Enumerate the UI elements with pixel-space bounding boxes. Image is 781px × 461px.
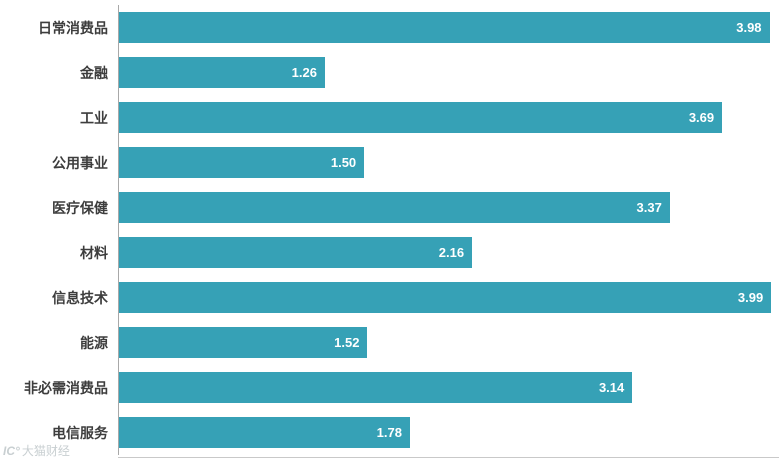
bar: 2.16: [119, 237, 473, 268]
category-label: 医疗保健: [52, 199, 108, 216]
bar-value-label: 3.69: [688, 110, 715, 125]
watermark-text: 大猫财经: [21, 444, 70, 458]
bar-row: 非必需消费品 3.14: [0, 365, 781, 410]
bar: 3.98: [119, 12, 770, 43]
bar-value-label: 2.16: [438, 245, 465, 260]
category-label: 工业: [80, 109, 108, 126]
bar-value-label: 1.26: [291, 65, 317, 80]
bar: 3.69: [119, 102, 723, 133]
bar: 1.78: [119, 417, 410, 448]
bar-row: 能源 1.52: [0, 320, 781, 365]
bar-row: 信息技术 3.99: [0, 275, 781, 320]
bar-row: 金融 1.26: [0, 50, 781, 95]
bar: 1.52: [119, 327, 368, 358]
bar-row: 电信服务 1.78: [0, 410, 781, 455]
watermark: IC° 大猫财经: [3, 442, 70, 459]
bar-track: 3.98: [118, 5, 781, 50]
bar: 1.26: [119, 57, 325, 88]
bar-track: 3.37: [118, 185, 781, 230]
category-label: 信息技术: [52, 289, 108, 306]
chart-rows: 日常消费品 3.98 金融 1.26 工业 3.69 公用事业 1.50 医疗保健 3.37 材料 2…: [0, 5, 781, 455]
x-axis-line: [118, 457, 779, 458]
bar: 3.99: [119, 282, 772, 313]
bar-value-label: 1.52: [334, 335, 360, 350]
bar: 1.50: [119, 147, 365, 178]
bar-value-label: 1.78: [376, 425, 402, 440]
watermark-logo-icon: IC°: [3, 444, 20, 458]
category-label: 材料: [80, 244, 108, 261]
category-label: 金融: [80, 64, 108, 81]
bar-value-label: 3.37: [636, 200, 662, 215]
category-label: 日常消费品: [38, 19, 108, 36]
category-label: 非必需消费品: [24, 379, 108, 396]
category-label: 公用事业: [52, 154, 108, 171]
bar-row: 工业 3.69: [0, 95, 781, 140]
bar-value-label: 1.50: [330, 155, 357, 170]
bar-track: 1.52: [118, 320, 781, 365]
bar-track: 1.50: [118, 140, 781, 185]
bar-value-label: 3.14: [598, 380, 625, 395]
bar-track: 1.78: [118, 410, 781, 455]
bar-row: 材料 2.16: [0, 230, 781, 275]
category-label: 电信服务: [52, 424, 108, 441]
bar-row: 医疗保健 3.37: [0, 185, 781, 230]
bar-value-label: 3.99: [737, 290, 764, 305]
bar-row: 公用事业 1.50: [0, 140, 781, 185]
bar-track: 3.14: [118, 365, 781, 410]
bar-value-label: 3.98: [736, 20, 762, 35]
bar-track: 3.99: [118, 275, 781, 320]
bar-track: 2.16: [118, 230, 781, 275]
bar-track: 1.26: [118, 50, 781, 95]
category-label: 能源: [80, 334, 108, 351]
bar: 3.37: [119, 192, 670, 223]
bar-track: 3.69: [118, 95, 781, 140]
bar-row: 日常消费品 3.98: [0, 5, 781, 50]
bar: 3.14: [119, 372, 633, 403]
